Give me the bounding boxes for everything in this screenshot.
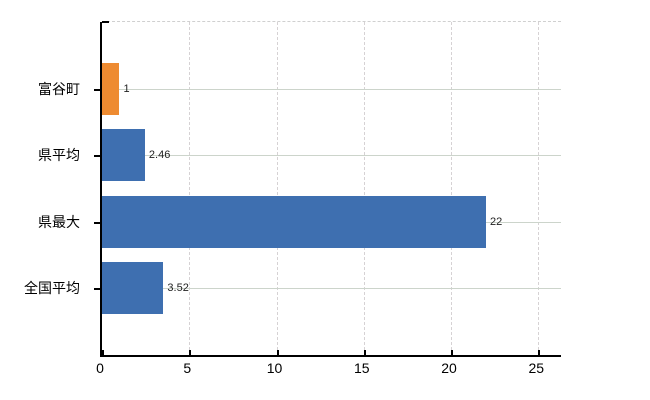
category-label: 全国平均 — [24, 280, 80, 297]
vertical-gridline — [538, 22, 540, 355]
bar-value-label: 1 — [123, 82, 130, 95]
horizontal-gridline — [102, 88, 561, 90]
y-axis-tick — [94, 88, 101, 91]
x-axis-tick — [538, 350, 541, 355]
category-label: 県平均 — [38, 147, 80, 164]
category-label: 富谷町 — [38, 80, 80, 97]
y-axis-labels: 富谷町県平均県最大全国平均 — [0, 22, 92, 355]
vertical-gridline — [363, 22, 365, 355]
x-axis-tick — [451, 350, 454, 355]
x-axis-tick — [102, 350, 104, 355]
bar-value-label: 2.46 — [148, 149, 171, 162]
y-axis-top-tick — [102, 21, 109, 23]
horizontal-gridline — [102, 288, 561, 290]
x-axis-labels: 0 5 10 15 20 25 — [96, 360, 559, 380]
plot-area: 1 2.46 22 3.52 — [94, 21, 561, 357]
x-axis-tick-label: 5 — [183, 360, 192, 376]
bar-value-label: 22 — [489, 215, 503, 228]
bar-value-label: 3.52 — [167, 282, 189, 295]
y-axis-tick — [94, 221, 101, 224]
y-axis-tick — [94, 155, 101, 158]
bar-富谷町 — [102, 62, 120, 115]
x-axis-tick-label: 25 — [528, 360, 545, 376]
x-axis-tick-label: 15 — [353, 360, 370, 376]
x-axis-tick — [363, 350, 366, 355]
vertical-gridline — [451, 22, 453, 355]
bar-全国平均 — [102, 262, 164, 315]
vertical-gridline — [189, 22, 191, 355]
y-axis-tick — [94, 288, 101, 291]
x-axis-tick-label: 20 — [441, 360, 457, 376]
category-label: 県最大 — [38, 213, 80, 230]
x-axis-tick — [189, 350, 192, 355]
x-axis-tick-label: 10 — [266, 360, 283, 376]
vertical-gridline — [276, 22, 278, 355]
bar-県平均 — [102, 129, 145, 182]
x-axis-tick — [276, 350, 279, 355]
bar-県最大 — [102, 195, 486, 248]
horizontal-gridline — [102, 155, 561, 157]
plot-top-border — [102, 21, 561, 22]
x-axis-tick-label: 0 — [96, 360, 104, 376]
